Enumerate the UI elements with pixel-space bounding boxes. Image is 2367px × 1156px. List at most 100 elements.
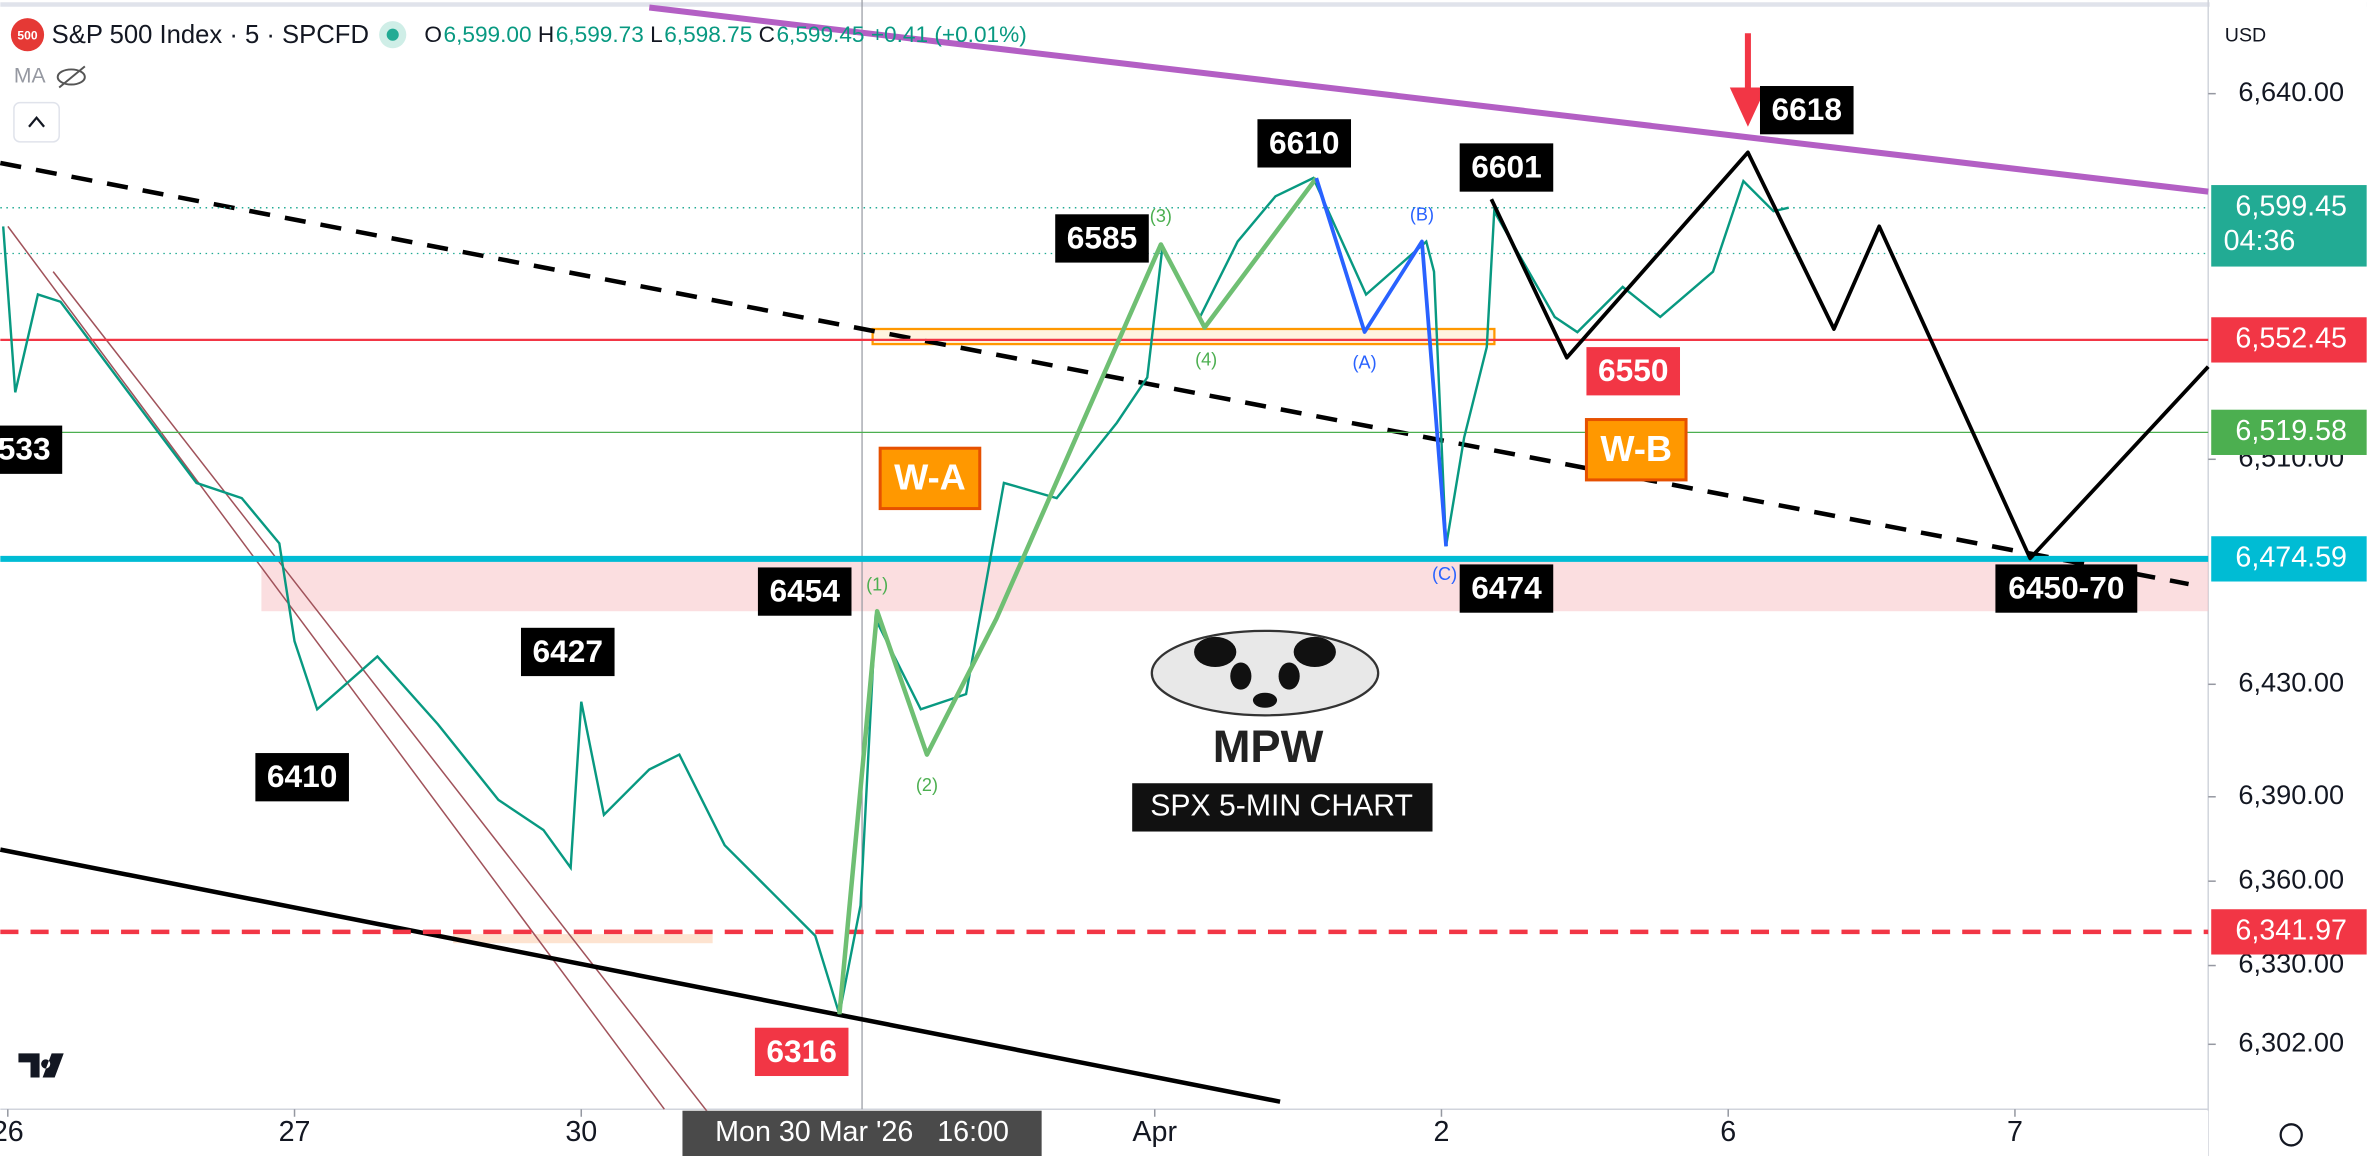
price-label-box xyxy=(2211,185,2367,267)
visibility-icon xyxy=(56,68,86,86)
crosshair-label: Mon 30 Mar '26 16:00 xyxy=(715,1116,1009,1148)
channel-line xyxy=(7,225,665,1110)
annotation-box xyxy=(1257,119,1352,168)
ohlc-label: L xyxy=(650,22,663,47)
annotation-box xyxy=(754,1027,849,1077)
wave-label: (B) xyxy=(1410,205,1434,225)
symbol-badge xyxy=(10,18,45,52)
annotation: W-B xyxy=(1600,428,1672,469)
annotation: 6533 xyxy=(0,431,51,467)
logo xyxy=(1194,636,1237,668)
annotation: 6474 xyxy=(1471,569,1542,605)
annotation: 6450-70 xyxy=(2008,569,2124,605)
annotation-box xyxy=(878,446,982,511)
annotation: 6585 xyxy=(1067,219,1138,255)
lower-trendline xyxy=(0,847,1281,1104)
price-label-box xyxy=(2211,409,2367,455)
crosshair-label-box xyxy=(682,1110,1042,1156)
price-line-series xyxy=(1,176,1789,1015)
time-axis xyxy=(0,1110,2209,1156)
collapse-button[interactable] xyxy=(13,101,60,143)
settings-icon xyxy=(2279,1123,2303,1147)
projection-path xyxy=(1489,150,2210,561)
annotation: W-A xyxy=(894,456,966,497)
annotation-box xyxy=(1584,418,1688,482)
wave-label: (A) xyxy=(1353,352,1377,372)
annotation: 6550 xyxy=(1598,352,1669,388)
annotation-box xyxy=(1759,86,1854,135)
indicator: MA xyxy=(14,65,47,88)
x-tick-label: 26 xyxy=(0,1116,24,1148)
annotation-box xyxy=(1459,564,1554,613)
annotation: 6427 xyxy=(533,633,604,669)
price-label-box xyxy=(2211,317,2367,363)
annotation: 6316 xyxy=(766,1033,837,1069)
wave-label: (3) xyxy=(1150,206,1172,226)
x-tick-label: 2 xyxy=(1434,1116,1450,1148)
annotation-box xyxy=(0,425,63,474)
annotation: 6601 xyxy=(1471,148,1542,184)
x-tick-label: 6 xyxy=(1720,1116,1736,1148)
x-tick-label: Apr xyxy=(1132,1116,1177,1148)
caption-box xyxy=(1132,783,1433,832)
ohlc-value: 6,599.73 xyxy=(556,22,644,47)
price-label-box xyxy=(2211,536,2367,582)
price-label: 6,474.59 xyxy=(2235,541,2347,573)
wave-path xyxy=(837,176,1319,1015)
ohlc-value: 6,598.75 xyxy=(664,22,752,47)
annotation: 6618 xyxy=(1772,91,1843,127)
change: +0.41 (+0.01%) xyxy=(871,22,1027,47)
arrow-head xyxy=(1729,87,1767,127)
y-tick-label: 6,430.00 xyxy=(2238,666,2344,697)
currency: USD xyxy=(2225,24,2266,46)
ohlc-label: H xyxy=(538,22,554,47)
ohlc-label: C xyxy=(759,22,775,47)
price-label: 6,341.97 xyxy=(2235,914,2347,946)
annotation-box xyxy=(520,627,615,677)
price-label: 6,552.45 xyxy=(2235,322,2347,354)
logo xyxy=(1252,692,1278,708)
annotation-box xyxy=(1995,564,2138,613)
ohlc-label: O xyxy=(424,22,442,47)
logo xyxy=(1293,636,1336,668)
x-tick-label: 30 xyxy=(565,1116,597,1148)
annotation: 6454 xyxy=(769,572,840,608)
watermark: MPW xyxy=(1213,721,1324,772)
caption: SPX 5-MIN CHART xyxy=(1150,789,1413,822)
y-tick-label: 6,302.00 xyxy=(2238,1026,2344,1057)
price-label: 6,519.58 xyxy=(2235,415,2347,447)
ohlc-value: 6,599.00 xyxy=(444,22,532,47)
chart-title: S&P 500 Index · 5 · SPCFD xyxy=(52,21,369,49)
resistance-zone xyxy=(871,327,1496,346)
y-tick-label: 6,390.00 xyxy=(2238,779,2344,810)
price-label-box xyxy=(2211,909,2367,955)
tradingview-logo xyxy=(18,1053,64,1078)
channel-line xyxy=(52,271,718,1125)
wave-label: (C) xyxy=(1432,564,1457,584)
annotation-box xyxy=(255,753,349,802)
demand-zone xyxy=(453,934,713,944)
countdown: 04:36 xyxy=(2224,225,2296,257)
annotation-box xyxy=(757,567,852,616)
wave-label: (4) xyxy=(1195,349,1217,369)
symbol-badge-text: 500 xyxy=(17,28,37,42)
collapse-icon xyxy=(28,115,45,128)
status-dot xyxy=(386,28,399,41)
x-tick-label: 27 xyxy=(279,1116,311,1148)
visibility-icon xyxy=(58,65,86,89)
wave-label: (2) xyxy=(916,775,938,795)
wave-label: (1) xyxy=(866,574,888,594)
annotation-box xyxy=(1459,143,1554,192)
annotation: 6610 xyxy=(1269,124,1340,160)
ohlc-value: 6,599.45 xyxy=(776,22,864,47)
y-tick-label: 6,640.00 xyxy=(2238,76,2344,107)
resistance-trendline xyxy=(648,4,2209,195)
support-zone xyxy=(261,558,2209,612)
wave-path xyxy=(1314,177,1448,547)
logo xyxy=(1278,662,1300,690)
ohlc: O 6,599.00 H 6,599.73 L 6,598.75 C 6,599.45 … xyxy=(424,22,1026,47)
x-tick-label: 7 xyxy=(2007,1116,2023,1148)
price-label: 6,599.45 xyxy=(2235,190,2347,222)
